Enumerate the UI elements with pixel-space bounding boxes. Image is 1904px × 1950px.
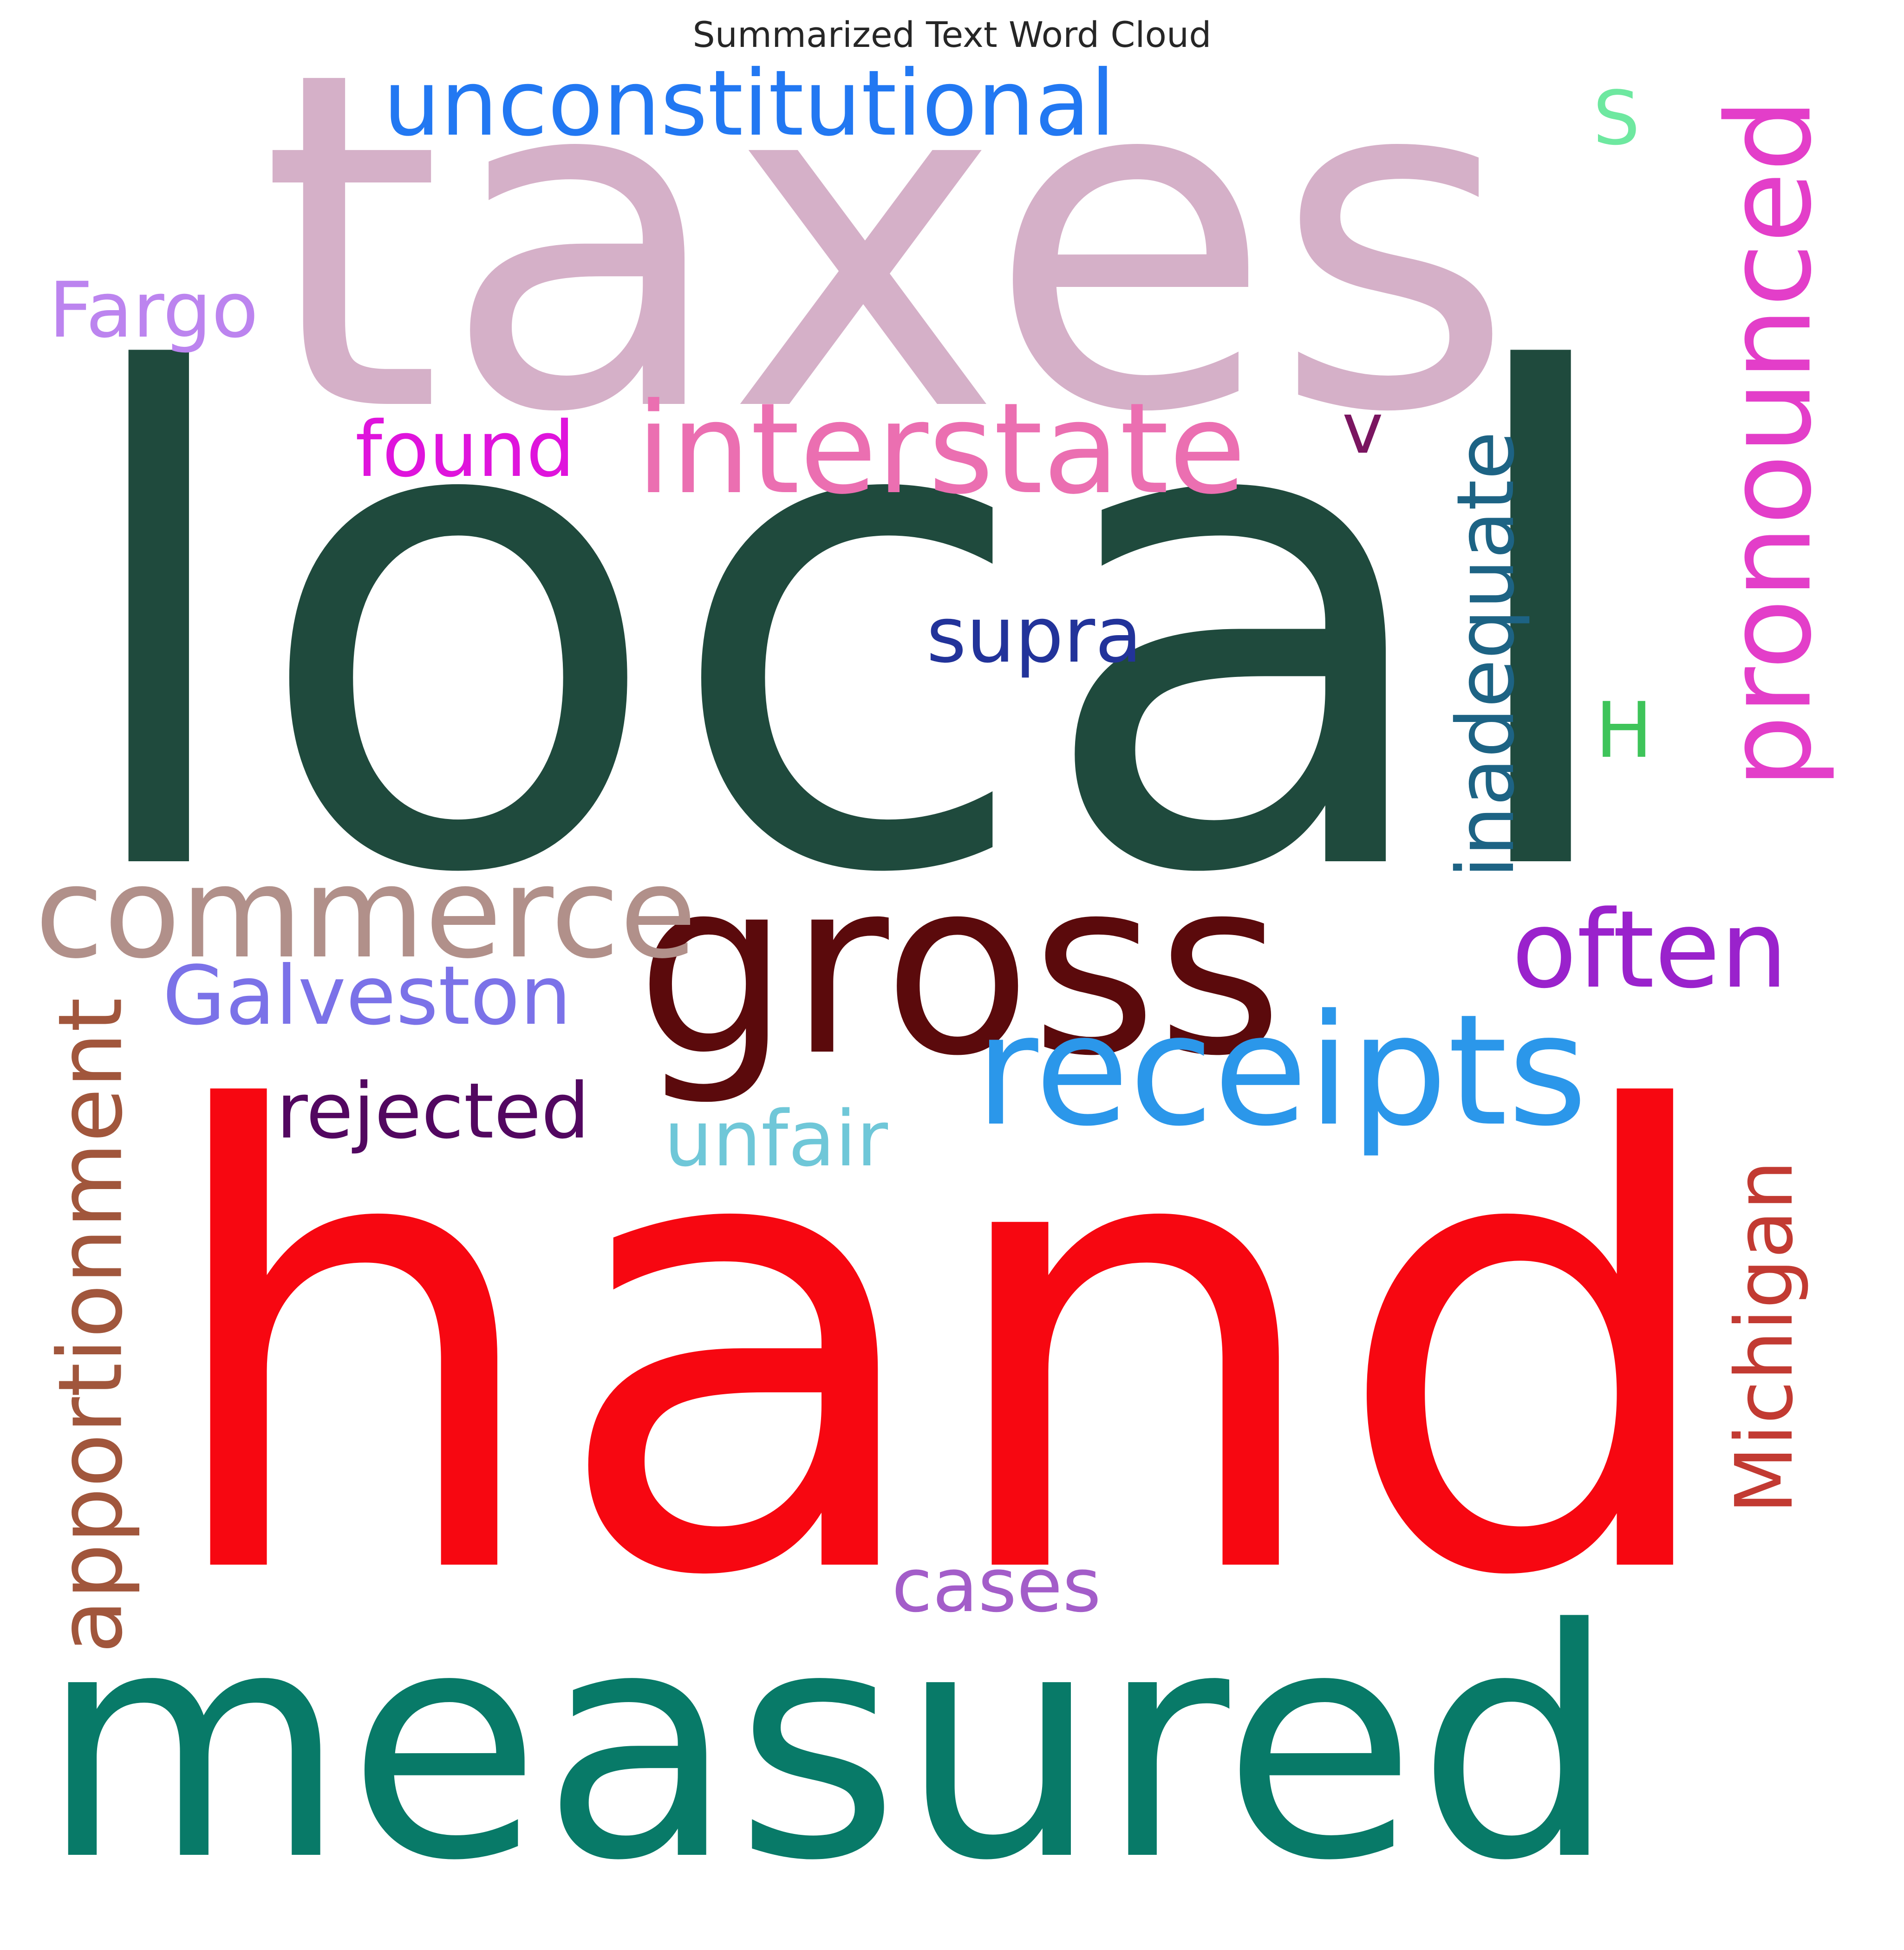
word-local: local: [65, 236, 1634, 1020]
word-h: H: [1595, 686, 1653, 775]
word-inadequate: inadequate: [1440, 431, 1532, 878]
word-apportionment: apportionment: [39, 998, 142, 1654]
word-v: v: [1342, 389, 1383, 469]
word-taxes: taxes: [260, 0, 1515, 514]
word-measured: measured: [39, 1562, 1617, 1930]
word-hand: hand: [153, 983, 1730, 1713]
word-unfair: unfair: [664, 1094, 888, 1183]
word-found: found: [355, 405, 575, 494]
word-gross: gross: [636, 827, 1283, 1109]
word-commerce: commerce: [35, 840, 697, 986]
word-pronounced: pronounced: [1702, 98, 1837, 788]
word-s: S: [1593, 75, 1640, 162]
word-often: often: [1512, 888, 1788, 1012]
word-michigan: Michigan: [1719, 1160, 1811, 1514]
word-cases: cases: [892, 1542, 1101, 1629]
word-rejected: rejected: [276, 1066, 590, 1156]
word-fargo: Fargo: [49, 266, 259, 355]
word-unconstitutional: unconstitutional: [383, 51, 1115, 156]
word-interstate: interstate: [636, 376, 1246, 522]
word-supra: supra: [926, 591, 1142, 680]
word-galveston: Galveston: [163, 949, 571, 1043]
page-title: Summarized Text Word Cloud: [692, 14, 1212, 55]
word-receipts: receipts: [975, 982, 1587, 1160]
